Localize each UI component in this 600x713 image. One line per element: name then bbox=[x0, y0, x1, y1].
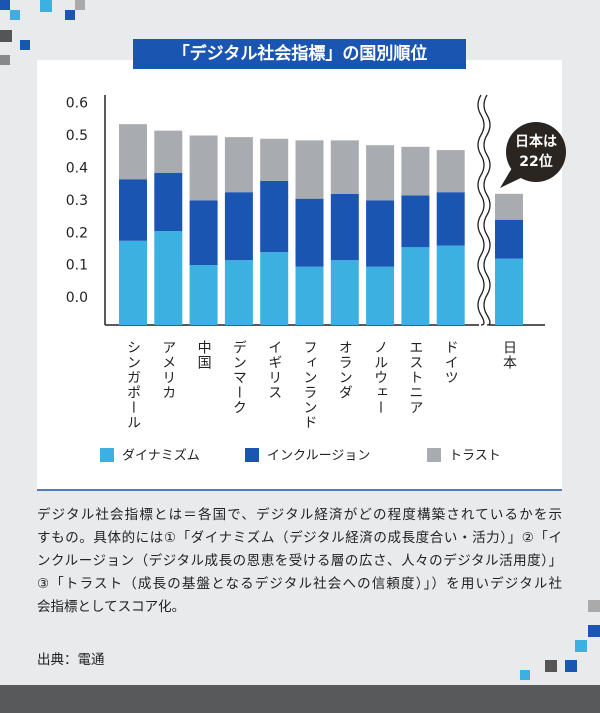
bar-segment bbox=[436, 192, 465, 246]
x-tick-label: デンマーク bbox=[231, 340, 247, 415]
bar-segment bbox=[401, 247, 430, 325]
decor bbox=[0, 0, 600, 680]
bar-segment bbox=[224, 192, 253, 261]
bar-segment bbox=[495, 193, 523, 220]
legend-label: インクルージョン bbox=[267, 449, 370, 464]
bar-segment bbox=[436, 150, 465, 193]
y-tick-label: 0.0 bbox=[66, 290, 88, 306]
x-tick-label: ノルウェー bbox=[372, 340, 388, 415]
bar-segment bbox=[189, 200, 218, 266]
legend-swatch bbox=[100, 448, 114, 462]
x-tick-label: イギリス bbox=[266, 340, 282, 400]
note-line: 会指標としてスコア化。 bbox=[37, 599, 185, 615]
source: 出典：電通 bbox=[37, 652, 105, 668]
bar-segment bbox=[260, 252, 289, 325]
note-line: すもの。具体的には①「ダイナミズム（デジタル経済の成長度合い・活力）」②「イ bbox=[37, 529, 562, 546]
bar-segment bbox=[495, 219, 523, 259]
bar-segment bbox=[436, 245, 465, 325]
x-tick-label: フィンランド bbox=[302, 340, 318, 430]
legend-swatch bbox=[245, 448, 259, 462]
title-box bbox=[133, 39, 466, 69]
legend-swatch bbox=[427, 448, 441, 462]
y-tick-label: 0.5 bbox=[66, 128, 88, 144]
bar-segment bbox=[366, 200, 395, 267]
x-tick-label: 中国 bbox=[196, 340, 212, 370]
y-tick-label: 0.4 bbox=[66, 161, 88, 177]
x-tick-label: シンガポール bbox=[125, 340, 141, 430]
bar-segment bbox=[401, 195, 430, 248]
bar-segment bbox=[401, 146, 430, 196]
y-tick-label: 0.3 bbox=[66, 193, 88, 209]
bar-segment bbox=[330, 140, 359, 194]
bar-segment bbox=[154, 172, 183, 232]
bar-segment bbox=[119, 240, 147, 325]
bar-segment bbox=[189, 135, 218, 201]
bar-segment bbox=[154, 130, 183, 173]
bar-segment bbox=[224, 260, 253, 325]
legend-label: ダイナミズム bbox=[122, 448, 200, 464]
note-line: ③「トラスト（成長の基盤となるデジタル社会への信頼度）」）を用いデジタル社 bbox=[37, 575, 562, 592]
bar-segment bbox=[119, 124, 147, 180]
annotation: 22位 bbox=[519, 153, 552, 170]
note-line: ンクルージョン（デジタル成長の恩恵を受ける層の広さ、人々のデジタル活用度）」 bbox=[37, 552, 562, 569]
bar-segment bbox=[330, 193, 359, 261]
annotation: 日本は bbox=[515, 133, 557, 150]
chart-title: 「デジタル社会指標」の国別順位 bbox=[173, 43, 428, 64]
x-tick-label: エストニア bbox=[407, 340, 423, 415]
note-line: デジタル社会指標とは＝各国で、デジタル経済がどの程度構築されているかを示 bbox=[37, 506, 562, 523]
y-tick-label: 0.2 bbox=[66, 225, 88, 241]
legend-label: トラスト bbox=[449, 449, 501, 464]
bar-segment bbox=[189, 265, 218, 325]
bar-segment bbox=[295, 266, 324, 325]
bar-segment bbox=[495, 258, 523, 325]
bar-segment bbox=[224, 137, 253, 193]
bar-segment bbox=[366, 145, 395, 201]
x-tick-label: 日本 bbox=[501, 340, 517, 370]
y-tick-label: 0.6 bbox=[66, 96, 88, 112]
bar-segment bbox=[330, 260, 359, 325]
x-tick-label: アメリカ bbox=[160, 340, 176, 400]
axis-break bbox=[477, 94, 485, 326]
bar-segment bbox=[154, 231, 183, 325]
footer-band bbox=[0, 685, 600, 713]
bar-segment bbox=[295, 140, 324, 199]
bar-segment bbox=[366, 266, 395, 325]
x-tick-label: オランダ bbox=[337, 340, 353, 400]
bar-segment bbox=[260, 180, 289, 253]
bar-segment bbox=[295, 198, 324, 267]
axis-break bbox=[483, 94, 491, 326]
x-tick-label: ドイツ bbox=[443, 340, 459, 385]
callout bbox=[500, 122, 566, 188]
y-tick-label: 0.1 bbox=[66, 258, 88, 274]
bar-segment bbox=[119, 179, 147, 241]
bar-segment bbox=[260, 138, 289, 181]
